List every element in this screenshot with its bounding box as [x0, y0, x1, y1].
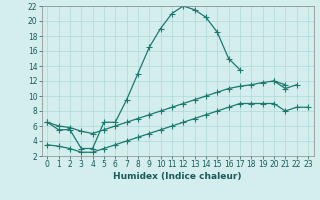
X-axis label: Humidex (Indice chaleur): Humidex (Indice chaleur) — [113, 172, 242, 181]
